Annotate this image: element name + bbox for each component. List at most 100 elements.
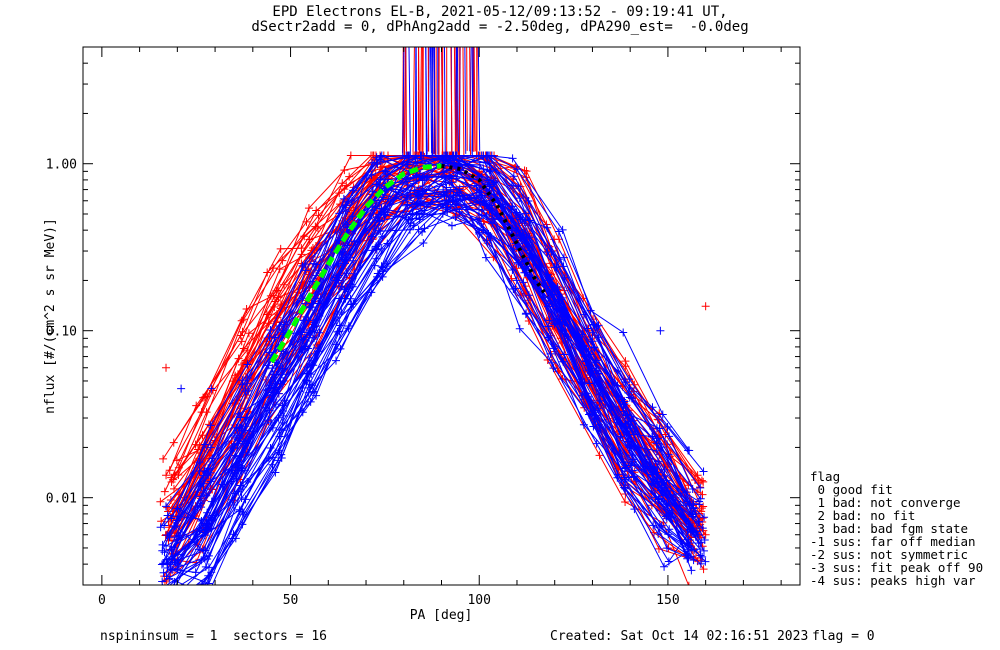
x-tick-label: 100 <box>467 593 490 608</box>
spectrum-point <box>577 391 586 400</box>
offscale-line <box>421 46 423 157</box>
spectrum-point <box>442 183 451 192</box>
spectrum-point <box>243 379 252 388</box>
offscale-line <box>453 46 457 152</box>
spectrum-point <box>699 477 708 486</box>
spectrum-point <box>159 590 167 598</box>
y-axis-label: nflux [#/(cm^2 s sr MeV)] <box>43 218 58 414</box>
spectrum-point <box>339 194 348 203</box>
spectrum-point <box>419 238 428 247</box>
spectrum-point <box>472 193 481 202</box>
spectrum-point <box>543 270 552 279</box>
spectrum-point <box>700 536 709 545</box>
spectrum-line <box>178 193 690 585</box>
spectrum-point <box>312 206 321 215</box>
spectrum-point <box>512 208 521 217</box>
spectrum-point <box>172 456 181 465</box>
spectrum-point <box>310 349 319 358</box>
spectrum-point <box>230 432 239 441</box>
spectrum-point <box>443 204 452 213</box>
spectrum-point <box>441 151 450 160</box>
spectrum-point <box>481 253 490 262</box>
x-axis-label: PA [deg] <box>410 608 473 623</box>
spectrum-point <box>234 487 243 496</box>
spectrum-point <box>699 467 708 476</box>
spectrum-point <box>346 151 355 160</box>
spectrum-point <box>586 306 595 315</box>
spectrum-point <box>590 321 599 330</box>
spectrum-point <box>525 291 533 300</box>
spectrum-point <box>265 332 274 341</box>
spectrum-point <box>342 269 351 278</box>
legend-item: 3 bad: bad fgm state <box>810 521 969 536</box>
spectrum-point <box>204 464 213 473</box>
spectrum-point <box>196 594 204 602</box>
spectrum-point <box>193 503 202 512</box>
spectrum-point <box>664 530 673 539</box>
spectrum-point <box>199 486 208 495</box>
spectrum-point <box>372 153 381 162</box>
spectrum-point <box>279 411 288 420</box>
spectrum-point <box>264 361 273 370</box>
legend-item: -2 sus: not symmetric <box>810 547 969 562</box>
spectrum-point <box>263 268 272 277</box>
spectrum-point <box>441 177 450 186</box>
spectrum-point <box>684 446 693 455</box>
offscale-line <box>402 46 405 158</box>
spectrum-point <box>197 408 206 417</box>
spectrum-line <box>171 154 690 519</box>
spectrum-point <box>270 297 279 306</box>
spectrum-point <box>654 495 663 504</box>
spectrum-line <box>199 191 699 585</box>
offscale-line <box>419 46 422 153</box>
spectrum-point <box>305 303 314 312</box>
spectrum-point <box>377 151 386 160</box>
spectrum-point <box>664 450 673 459</box>
spectrum-point <box>683 554 692 563</box>
spectrum-point <box>264 319 273 328</box>
spectrum-point <box>239 510 248 519</box>
spectrum-point <box>696 551 705 560</box>
spectrum-point <box>340 185 349 194</box>
legend-item: -1 sus: far off median <box>810 534 976 549</box>
spectrum-point <box>206 421 215 430</box>
spectrum-point <box>509 172 518 181</box>
y-tick-label: 1.00 <box>46 158 77 173</box>
y-tick-label: 0.10 <box>46 325 77 340</box>
spectrum-point <box>403 151 412 160</box>
spectrum-point <box>307 381 316 390</box>
series-point <box>331 276 340 285</box>
spectrum-line <box>171 184 692 563</box>
spectrum-point <box>162 591 170 599</box>
spectrum-point <box>684 547 693 556</box>
offscale-line <box>466 46 468 151</box>
spectrum-point <box>348 282 357 291</box>
spectrum-point <box>698 552 707 561</box>
spectrum-line <box>172 171 703 564</box>
spectrum-line <box>167 162 705 563</box>
spectrum-point <box>367 288 376 297</box>
spectrum-point <box>304 204 313 213</box>
spectrum-point <box>191 568 200 577</box>
spectrum-point <box>173 504 182 513</box>
spectrum-point <box>623 411 632 420</box>
spectrum-point <box>695 497 704 506</box>
spectrum-point <box>512 165 521 174</box>
spectrum-point <box>701 557 710 566</box>
spectrum-line <box>166 206 690 568</box>
offscale-line <box>450 46 453 159</box>
spectrum-point <box>343 284 352 293</box>
spectrum-point <box>584 347 593 356</box>
spectrum-point <box>483 151 492 160</box>
spectrum-point <box>346 294 355 303</box>
offscale-line <box>431 46 434 156</box>
spectrum-point <box>338 202 347 211</box>
spectrum-point <box>622 463 631 472</box>
spectrum-point <box>698 490 707 499</box>
spectrum-point <box>237 466 246 475</box>
spectrum-point <box>627 444 636 453</box>
outlier-point <box>701 302 710 311</box>
spectrum-point <box>265 348 274 357</box>
x-tick-label: 150 <box>656 593 679 608</box>
spectrum-point <box>174 599 182 607</box>
